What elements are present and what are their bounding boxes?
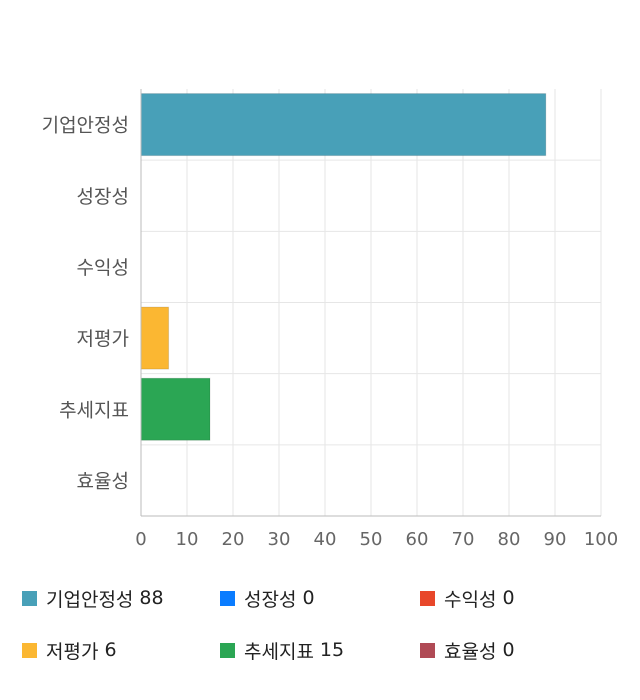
legend-item: 효율성 0: [420, 634, 515, 666]
legend-item: 기업안정성 88: [22, 582, 164, 614]
x-tick-label: 70: [452, 529, 475, 550]
legend-item: 추세지표 15: [220, 634, 344, 666]
category-label: 기업안정성: [42, 115, 129, 137]
bars: [140, 93, 547, 441]
x-tick-label: 60: [406, 529, 429, 550]
legend-label: 저평가: [46, 640, 99, 663]
legend-value: 15: [319, 639, 345, 661]
x-tick-label: 90: [544, 529, 567, 550]
legend-value: 6: [104, 639, 117, 661]
legend-item: 성장성 0: [220, 582, 315, 614]
x-tick-label: 100: [584, 529, 618, 550]
legend-item: 수익성 0: [420, 582, 515, 614]
legend-label: 추세지표: [244, 640, 314, 663]
axes: [140, 89, 601, 517]
bar: [140, 93, 547, 157]
category-label: 수익성: [77, 257, 129, 279]
legend-value: 0: [502, 587, 515, 609]
x-tick-label: 10: [176, 529, 199, 550]
x-tick-label: 80: [498, 529, 521, 550]
grid-lines: [141, 89, 602, 516]
legend-swatch: [420, 590, 435, 606]
legend-swatch: [220, 642, 235, 658]
legend-swatch: [220, 590, 235, 606]
x-tick-label: 40: [314, 529, 337, 550]
x-tick-label: 20: [222, 529, 245, 550]
legend-label: 효율성: [444, 640, 497, 663]
bar: [140, 377, 211, 441]
legend-label: 기업안정성: [46, 588, 134, 611]
x-tick-label: 50: [360, 529, 383, 550]
x-tick-label: 30: [268, 529, 291, 550]
legend-value: 0: [502, 639, 515, 661]
bar: [140, 306, 170, 370]
legend-value: 0: [302, 587, 315, 609]
category-label: 성장성: [77, 186, 129, 208]
x-tick-label: 0: [135, 529, 146, 550]
category-label: 저평가: [77, 328, 129, 350]
category-label: 추세지표: [59, 399, 129, 421]
legend-label: 성장성: [244, 588, 297, 611]
x-tick-labels: 0 10 20 30 40 50 60 70 80 90 100: [135, 529, 618, 550]
legend-label: 수익성: [444, 588, 497, 611]
legend-swatch: [420, 642, 435, 658]
legend-swatch: [22, 590, 37, 606]
legend-value: 88: [139, 587, 164, 609]
category-label: 효율성: [77, 470, 129, 492]
legend-swatch: [22, 642, 37, 658]
legend-item: 저평가 6: [22, 634, 117, 666]
